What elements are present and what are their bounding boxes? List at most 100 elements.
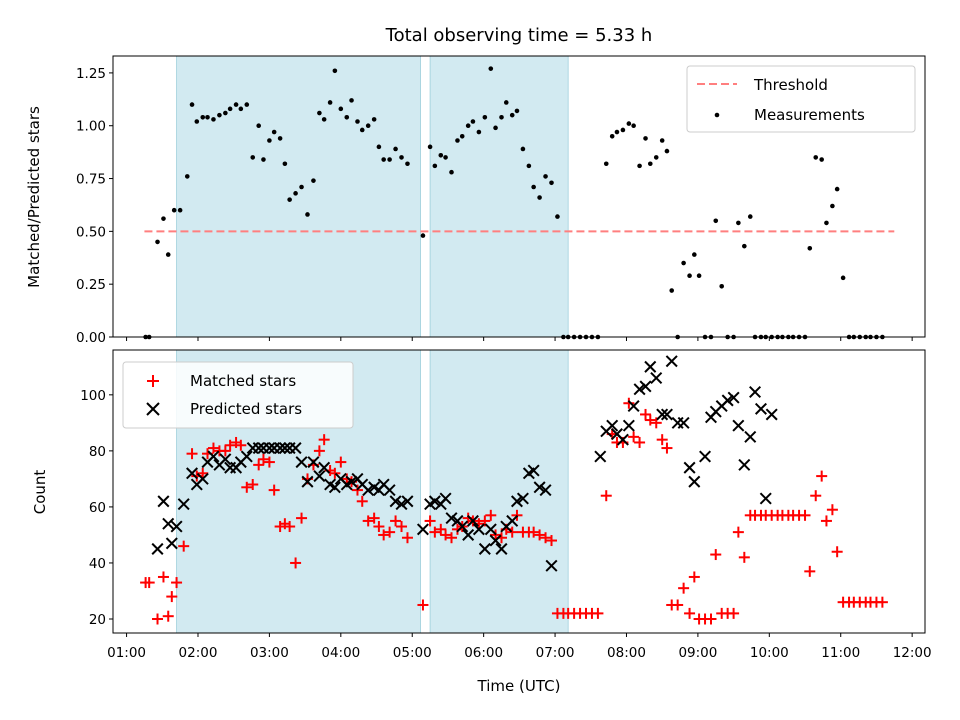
matched-stars-point	[143, 577, 155, 589]
predicted-stars-point	[162, 517, 175, 530]
predicted-stars-point	[660, 408, 673, 421]
matched-stars-point	[644, 414, 656, 426]
predicted-stars-point	[466, 514, 479, 527]
measurement-point	[443, 155, 448, 160]
matched-stars-point	[435, 523, 447, 535]
measurement-point	[223, 110, 228, 116]
x-tick-label: 07:00	[536, 645, 575, 661]
matched-stars-point	[157, 571, 169, 583]
predicted-stars-point	[727, 391, 740, 404]
measurement-point	[449, 169, 454, 175]
matched-stars-point	[672, 599, 684, 611]
measurement-point	[359, 127, 365, 133]
matched-stars-point	[335, 456, 347, 468]
measurement-point	[282, 161, 288, 167]
predicted-stars-point	[289, 442, 302, 455]
x-tick-label: 08:00	[607, 645, 646, 661]
matched-stars-point	[253, 459, 265, 471]
predicted-stars-point	[362, 484, 375, 497]
predicted-stars-point	[633, 383, 646, 396]
matched-stars-point	[162, 610, 174, 622]
matched-stars-point	[876, 596, 888, 608]
matched-stars-point	[396, 521, 408, 533]
measurement-point	[438, 153, 444, 158]
matched-stars-point	[356, 495, 368, 507]
matched-stars-point	[728, 607, 740, 619]
predicted-stars-point	[445, 512, 458, 525]
measurement-point	[432, 163, 438, 169]
matched-stars-point	[178, 540, 190, 552]
predicted-stars-point	[683, 461, 696, 474]
measurement-point	[305, 212, 310, 217]
measurement-point	[311, 178, 316, 183]
matched-stars-point	[219, 445, 231, 457]
predicted-stars-point	[639, 380, 652, 393]
count-legend: Matched stars Predicted stars	[122, 361, 354, 429]
matched-stars-point	[384, 526, 396, 538]
measurement-point	[531, 184, 536, 190]
measurement-point	[470, 119, 476, 124]
predicted-stars-point	[295, 456, 308, 469]
matched-stars-point	[401, 532, 413, 544]
measurement-point	[161, 216, 166, 221]
predicted-stars-point	[606, 419, 619, 432]
predicted-stars-point	[644, 360, 657, 373]
x-tick-label: 11:00	[821, 645, 860, 661]
threshold-legend-label: Threshold	[753, 76, 828, 94]
measurement-point	[344, 114, 350, 120]
measurement-point	[647, 161, 653, 167]
predicted-stars-point	[345, 475, 358, 488]
measurement-point	[713, 218, 719, 224]
measurement-point	[455, 138, 460, 143]
chart-title: Total observing time = 5.33 h	[385, 25, 653, 46]
predicted-stars-point	[744, 430, 757, 443]
matched-stars-point	[257, 453, 269, 465]
measurement-point	[696, 273, 702, 279]
measurement-point	[620, 127, 626, 133]
matched-stars-series	[140, 397, 888, 625]
measurement-point	[465, 123, 471, 129]
predicted-stars-point	[516, 492, 529, 505]
count-y-axis: 20 40 60 80 100	[80, 388, 113, 628]
matched-stars-point	[540, 532, 552, 544]
predicted-stars-point	[389, 495, 402, 508]
x-tick-label: 06:00	[464, 645, 503, 661]
predicted-stars-point	[759, 492, 772, 505]
matched-stars-point	[268, 484, 280, 496]
predicted-stars-point	[196, 472, 209, 485]
predicted-stars-point	[545, 559, 558, 572]
ratio-y-tick-label: 1.00	[76, 119, 106, 135]
predicted-stars-point	[313, 470, 326, 483]
matched-stars-point	[506, 526, 518, 538]
predicted-stars-point	[240, 450, 253, 463]
measurement-point	[807, 245, 813, 251]
ratio-legend: Threshold Measurements	[686, 65, 916, 133]
predicted-stars-point	[157, 495, 170, 508]
predicted-stars-point	[495, 542, 508, 555]
matched-stars-point	[207, 442, 219, 454]
measurement-point	[687, 273, 692, 279]
predicted-stars-point	[278, 442, 291, 455]
measurement-point	[211, 117, 216, 122]
matched-stars-point	[429, 526, 441, 538]
measurement-point	[692, 252, 697, 257]
matched-stars-point	[329, 467, 341, 479]
matched-stars-point	[705, 613, 717, 625]
measurement-point	[293, 191, 298, 196]
predicted-stars-point	[252, 442, 265, 455]
measurement-point	[171, 207, 177, 213]
predicted-stars-point	[484, 523, 497, 536]
matched-stars-point	[417, 599, 429, 611]
measurement-point	[205, 114, 210, 120]
predicted-stars-point	[489, 534, 502, 547]
x-tick-label: 09:00	[678, 645, 717, 661]
observing-interval-2	[429, 55, 569, 338]
measurement-point	[653, 155, 659, 160]
count-y-tick-label: 80	[89, 444, 106, 460]
predicted-stars-point	[749, 386, 762, 399]
x-tick-label: 02:00	[179, 645, 218, 661]
measurement-point	[200, 114, 206, 120]
predicted-stars-point	[478, 542, 491, 555]
matched-stars-point	[710, 549, 722, 561]
predicted-stars-point	[219, 453, 232, 466]
